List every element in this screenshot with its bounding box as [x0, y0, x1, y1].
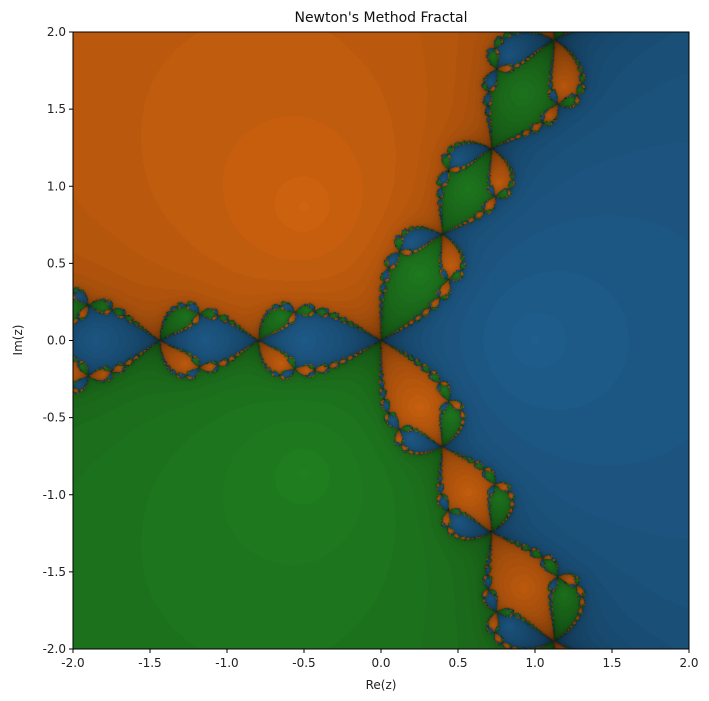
y-tick-label: -0.5: [43, 411, 66, 425]
y-tick-label: 1.5: [47, 102, 66, 116]
y-axis-label: Im(z): [11, 325, 25, 356]
y-tick-label: 1.0: [47, 179, 66, 193]
x-tick-label: -0.5: [292, 656, 315, 670]
x-tick-label: 0.5: [448, 656, 467, 670]
y-tick-label: -1.0: [43, 488, 66, 502]
y-tick-label: 0.0: [47, 334, 66, 348]
x-tick-label: 2.0: [679, 656, 698, 670]
y-tick-label: -1.5: [43, 565, 66, 579]
x-tick-label: 0.0: [371, 656, 390, 670]
x-tick-label: 1.5: [602, 656, 621, 670]
x-tick-label: -1.5: [138, 656, 161, 670]
x-axis-ticks: -2.0 -1.5 -1.0 -0.5 0.0 0.5 1.0 1.5 2.0: [61, 649, 699, 670]
x-tick-label: -2.0: [61, 656, 84, 670]
x-tick-label: 1.0: [525, 656, 544, 670]
fractal-image: [73, 32, 689, 649]
y-axis-ticks: -2.0 -1.5 -1.0 -0.5 0.0 0.5 1.0 1.5 2.0: [43, 25, 73, 656]
y-tick-label: 2.0: [47, 25, 66, 39]
x-tick-label: -1.0: [215, 656, 238, 670]
plot-frame: [72, 31, 690, 650]
x-axis-label: Re(z): [366, 678, 397, 692]
chart-title: Newton's Method Fractal: [294, 10, 467, 26]
y-tick-label: -2.0: [43, 642, 66, 656]
y-tick-label: 0.5: [47, 256, 66, 270]
